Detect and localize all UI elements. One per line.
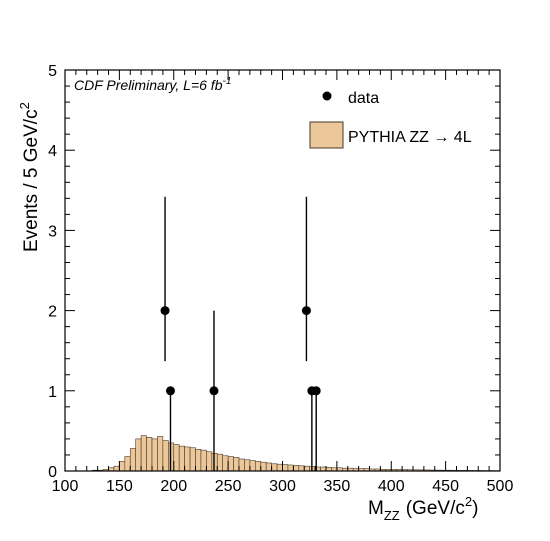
histogram-bin: [277, 464, 282, 471]
histogram-bin: [293, 465, 298, 471]
y-tick-label: 2: [48, 304, 57, 321]
x-tick-label: 300: [269, 478, 296, 495]
histogram-bin: [244, 460, 249, 471]
y-axis-label: Events / 5 GeV/c2: [17, 102, 42, 252]
legend-mc-swatch: [310, 122, 343, 148]
histogram-bin: [239, 459, 244, 471]
data-point: [166, 386, 175, 395]
legend-data-label: data: [348, 90, 379, 107]
data-point: [302, 306, 311, 315]
histogram-bin: [196, 449, 201, 471]
histogram-bin: [223, 456, 228, 471]
y-tick-label: 0: [48, 464, 57, 481]
histogram-bin: [130, 449, 135, 471]
histogram-bin: [304, 466, 309, 471]
histogram-bin: [185, 447, 190, 471]
histogram-bin: [190, 448, 195, 471]
x-tick-label: 400: [378, 478, 405, 495]
chart-annotation: CDF Preliminary, L=6 fb-1: [74, 76, 231, 93]
histogram-bin: [114, 466, 119, 471]
histogram-bin: [288, 465, 293, 471]
data-point: [312, 386, 321, 395]
y-tick-label: 4: [48, 143, 57, 160]
x-tick-label: 250: [215, 478, 242, 495]
histogram-bin: [163, 441, 168, 471]
histogram-bin: [261, 462, 266, 471]
histogram-bin: [152, 439, 157, 471]
histogram-bin: [272, 464, 277, 471]
legend-mc-label: PYTHIA ZZ → 4L: [348, 129, 472, 146]
legend-data-marker: [323, 92, 332, 101]
histogram-bin: [174, 445, 179, 471]
histogram-bin: [119, 461, 124, 471]
histogram-bin: [201, 450, 206, 471]
histogram-bin: [299, 466, 304, 471]
x-tick-label: 350: [324, 478, 351, 495]
x-tick-label: 450: [432, 478, 459, 495]
x-tick-label: 150: [106, 478, 133, 495]
histogram-bin: [250, 461, 255, 471]
histogram-bin: [321, 467, 326, 471]
data-point: [161, 306, 170, 315]
x-tick-label: 200: [160, 478, 187, 495]
y-tick-label: 3: [48, 223, 57, 240]
histogram-bin: [179, 446, 184, 471]
histogram-bin: [206, 452, 211, 471]
histogram-bin: [157, 437, 162, 471]
histogram-bin: [125, 457, 130, 471]
histogram-bin: [234, 457, 239, 471]
data-point: [209, 386, 218, 395]
histogram-bin: [255, 461, 260, 471]
histogram-bin: [141, 436, 146, 471]
histogram-bin: [228, 457, 233, 471]
histogram-bin: [136, 439, 141, 471]
y-tick-label: 5: [48, 63, 57, 80]
histogram-bin: [283, 465, 288, 471]
y-tick-label: 1: [48, 384, 57, 401]
histogram-bin: [217, 454, 222, 471]
histogram-bin: [266, 463, 271, 471]
x-tick-label: 500: [487, 478, 514, 495]
histogram-bin: [147, 437, 152, 471]
